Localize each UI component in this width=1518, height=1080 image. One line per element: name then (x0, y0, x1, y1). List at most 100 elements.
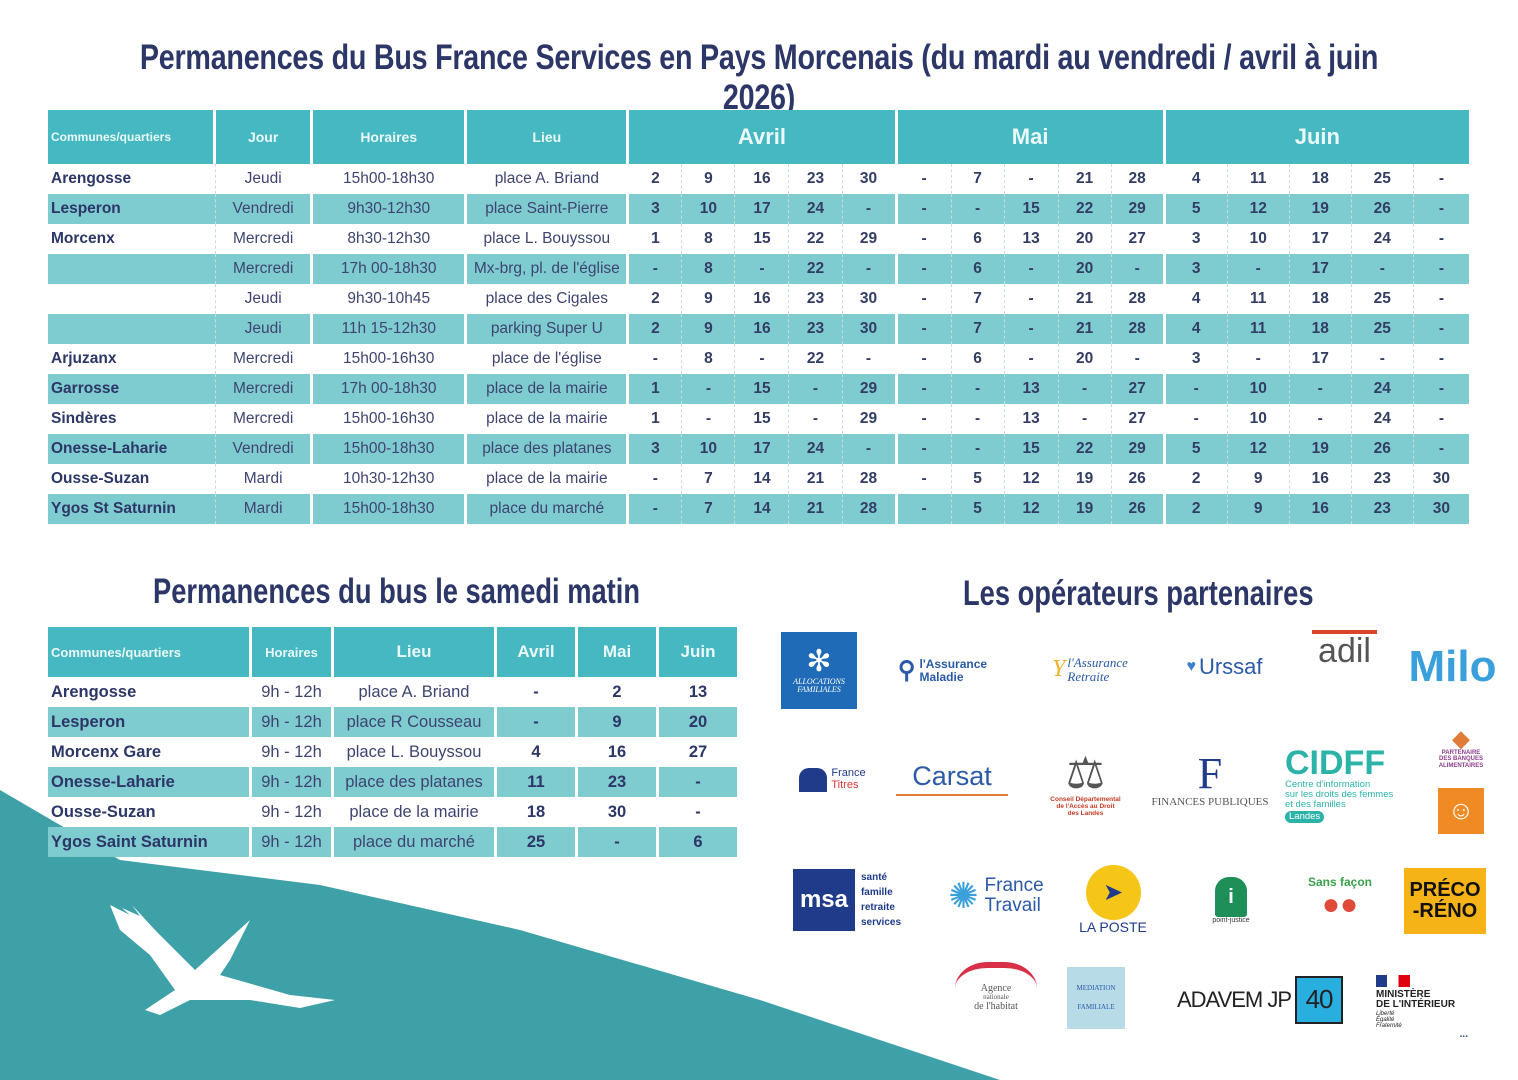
juin-date-cell: - (1227, 254, 1290, 284)
juin-date-cell: 9 (1228, 464, 1290, 494)
commune-cell: Sindères (48, 404, 217, 434)
mai-date-cell: 19 (1058, 494, 1112, 524)
juin-date-cell: 2 (1165, 494, 1228, 524)
mai-date-cell: 7 (952, 284, 1005, 314)
avril-date-cell: 9 (682, 164, 736, 194)
avril-date-cell: 8 (682, 254, 736, 284)
mai-date-cell: - (898, 344, 952, 374)
mai-date-cell: - (1005, 344, 1059, 374)
saturday-schedule-table: Communes/quartiers Horaires Lieu Avril M… (48, 627, 740, 857)
juin-date-cell: 12 (1227, 194, 1290, 224)
place-cell: place de la mairie (334, 797, 497, 827)
commune-cell (48, 284, 217, 314)
avril-date-cell: 18 (497, 797, 578, 827)
marianne-flag-icon (1376, 974, 1410, 987)
avril-date-cell: 3 (629, 194, 683, 224)
mai-date-cell: 21 (1059, 164, 1112, 194)
avril-date-cell: - (682, 374, 736, 404)
commune-cell: Lesperon (48, 707, 252, 737)
mai-date-cell: 12 (1005, 464, 1059, 494)
juin-date-cell: 25 (1352, 284, 1414, 314)
mai-date-cell: 13 (1004, 374, 1059, 404)
juin-date-cell: 5 (1165, 434, 1228, 464)
hours-cell: 8h30-12h30 (313, 224, 468, 254)
table-row: Morcenx Mercredi 8h30-12h30 place L. Bouyss… (48, 224, 1472, 254)
header-communes: Communes/quartiers (48, 110, 217, 164)
juin-date-cell: 6 (659, 827, 740, 857)
mai-date-cell: 6 (952, 224, 1005, 254)
person-icon: ⚲ (897, 657, 916, 685)
mai-date-cell: 29 (1111, 434, 1166, 464)
juin-date-cell: - (1413, 374, 1472, 404)
day-cell: Mercredi (216, 344, 314, 374)
mai-date-cell: - (898, 164, 952, 194)
france-travail-logo: ✺ France Travail (948, 875, 1044, 917)
mai-date-cell: 6 (951, 254, 1005, 284)
juin-date-cell: 27 (659, 737, 740, 767)
juin-date-cell: 26 (1351, 434, 1414, 464)
mai-date-cell: - (897, 434, 952, 464)
avril-date-cell: - (842, 254, 898, 284)
mai-date-cell: 27 (1112, 224, 1166, 254)
commune-cell: Ousse-Suzan (48, 797, 252, 827)
table-row: Lesperon 9h - 12h place R Cousseau -9 20 (48, 707, 740, 737)
juin-date-cell: 17 (1290, 344, 1352, 374)
weekday-schedule-table: Communes/quartiers Jour Horaires Lieu Av… (48, 110, 1472, 524)
avril-date-cell: 2 (629, 284, 683, 314)
table-row: Onesse-Laharie Vendredi 15h00-18h30 place d… (48, 434, 1472, 464)
juin-date-cell: 18 (1289, 314, 1352, 344)
header-mai: Mai (578, 627, 659, 677)
juin-date-cell: 18 (1290, 164, 1352, 194)
day-cell: Mercredi (216, 224, 314, 254)
heart-icon: ♥ (1186, 657, 1196, 675)
info-house-icon: i (1215, 877, 1247, 918)
hours-cell: 9h - 12h (252, 797, 334, 827)
juin-date-cell: - (659, 797, 740, 827)
juin-date-cell: 24 (1352, 404, 1414, 434)
france-titres-logo: France Titres (790, 762, 875, 798)
mai-date-cell: 20 (1059, 344, 1112, 374)
avril-date-cell: 22 (789, 344, 843, 374)
cdad-logo: ⚖ Conseil Départemental de l'Accès au Dr… (1050, 749, 1121, 817)
mai-date-cell: - (951, 374, 1005, 404)
urssaf-logo: ♥ Urssaf (1186, 654, 1263, 680)
table-row: Arengosse 9h - 12h place A. Briand -2 13 (48, 677, 740, 707)
place-cell: place A. Briand (334, 677, 497, 707)
avril-date-cell: 30 (842, 314, 898, 344)
mai-date-cell: 26 (1112, 464, 1166, 494)
mai-date-cell: 22 (1058, 194, 1112, 224)
juin-date-cell: 23 (1351, 494, 1414, 524)
commune-cell: Arengosse (48, 677, 252, 707)
mai-date-cell: - (578, 827, 659, 857)
hours-cell: 9h30-10h45 (313, 284, 468, 314)
table-row: Arengosse Jeudi 15h00-18h30 place A. Briand… (48, 164, 1472, 194)
juin-date-cell: - (1352, 344, 1414, 374)
banque-alimentaire-orange-icon: ☺ (1438, 788, 1484, 834)
avril-date-cell: - (629, 464, 683, 494)
table-row: Onesse-Laharie 9h - 12h place des platanes… (48, 767, 740, 797)
mai-date-cell: - (1005, 284, 1059, 314)
avril-date-cell: 4 (497, 737, 578, 767)
header-avril: Avril (629, 110, 898, 164)
caf-logo: ✻ ALLOCATIONS FAMILIALES (781, 632, 857, 709)
partners-title: Les opérateurs partenaires (963, 574, 1314, 613)
juin-date-cell: - (1413, 434, 1472, 464)
juin-date-cell: 13 (659, 677, 740, 707)
commune-cell: Ygos St Saturnin (48, 494, 217, 524)
day-cell: Mardi (216, 494, 314, 524)
avril-date-cell: 30 (843, 164, 898, 194)
avril-date-cell: 8 (682, 344, 736, 374)
mai-date-cell: - (897, 254, 952, 284)
saturday-title: Permanences du bus le samedi matin (153, 572, 641, 611)
avril-date-cell: 28 (843, 464, 898, 494)
day-cell: Mercredi (216, 254, 314, 284)
place-cell: place L. Bouyssou (334, 737, 497, 767)
mai-date-cell: 13 (1005, 224, 1059, 254)
header-avril: Avril (497, 627, 578, 677)
hours-cell: 9h - 12h (252, 737, 334, 767)
juin-date-cell: 30 (1414, 464, 1472, 494)
header-lieu: Lieu (467, 110, 630, 164)
mai-date-cell: 27 (1111, 374, 1166, 404)
juin-date-cell: 4 (1165, 314, 1228, 344)
juin-date-cell: 10 (1227, 374, 1290, 404)
